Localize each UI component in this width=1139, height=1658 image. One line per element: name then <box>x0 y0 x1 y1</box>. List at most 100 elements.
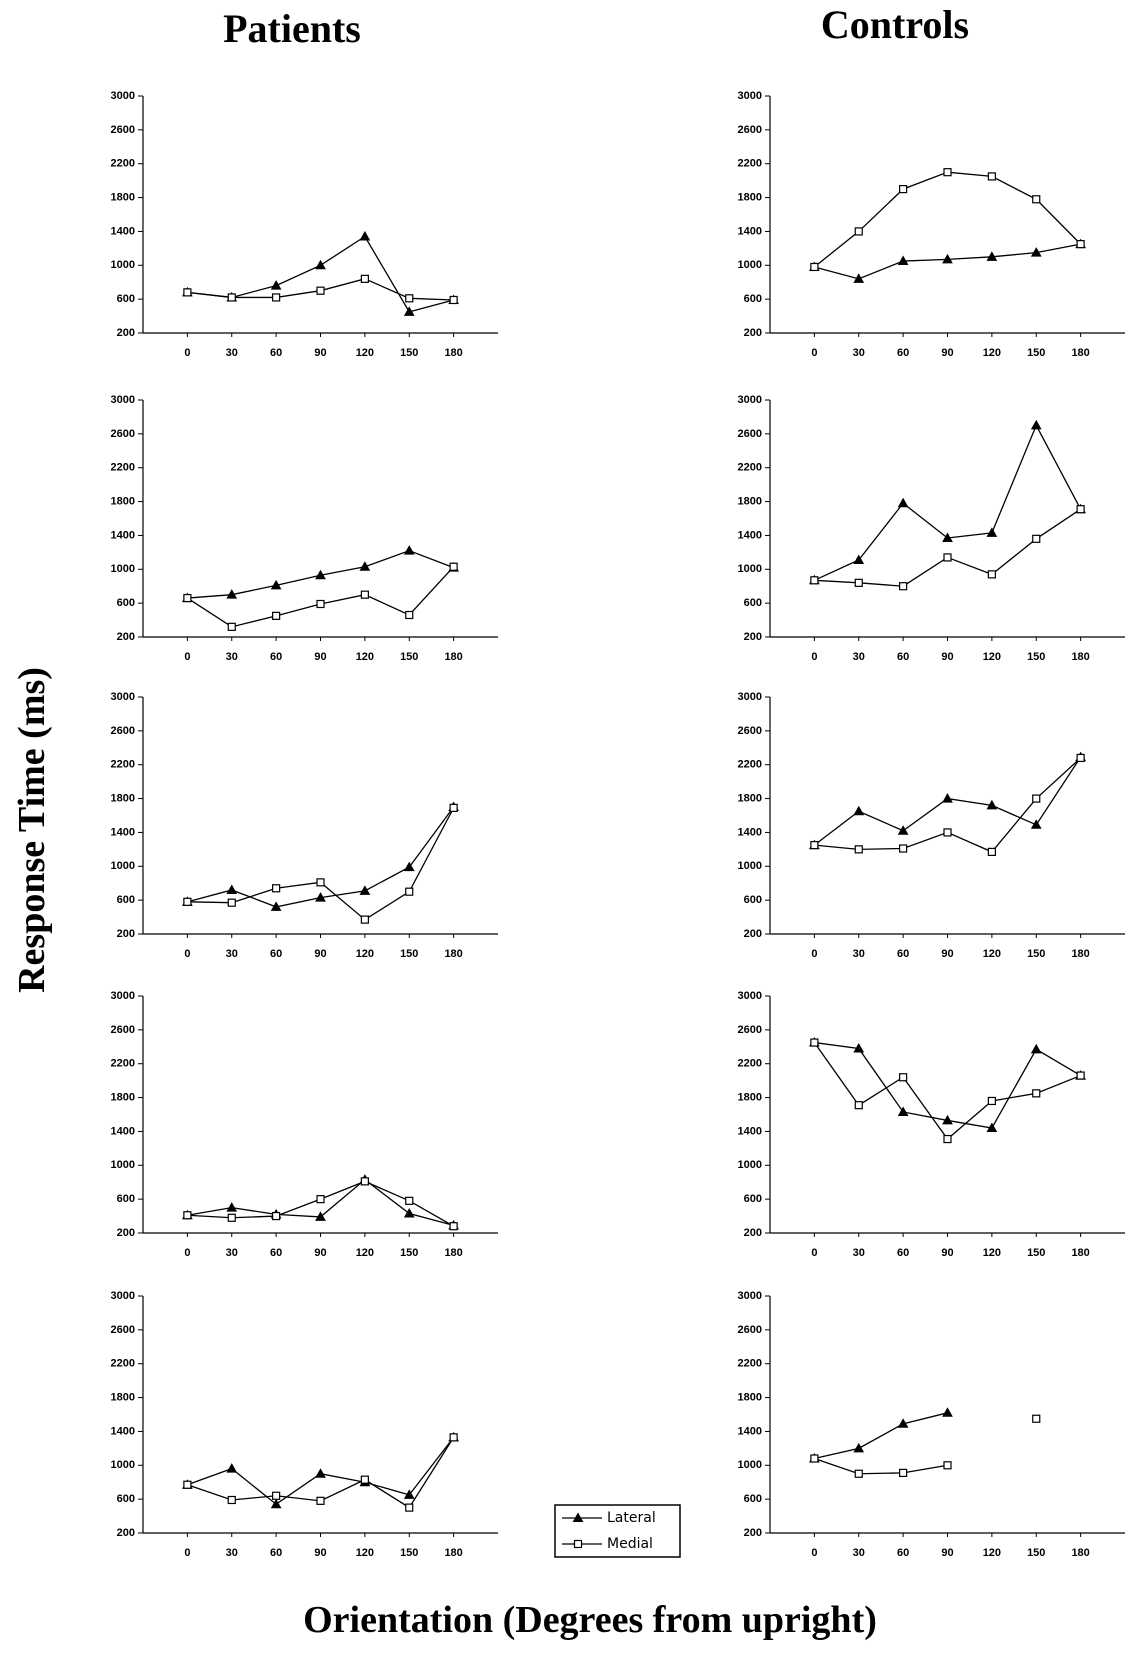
x-tick-label: 150 <box>1027 948 1045 960</box>
y-tick-label: 1400 <box>738 1125 762 1137</box>
y-tick-label: 200 <box>744 1227 762 1239</box>
y-tick-label: 3000 <box>111 90 135 102</box>
x-tick-label: 60 <box>897 347 909 359</box>
data-point <box>899 1107 908 1115</box>
y-tick-label: 200 <box>117 1527 135 1539</box>
y-tick-label: 1800 <box>738 1391 762 1403</box>
y-tick-label: 200 <box>744 631 762 643</box>
y-tick-label: 3000 <box>738 691 762 703</box>
x-tick-label: 90 <box>941 1247 953 1259</box>
x-tick-label: 60 <box>897 948 909 960</box>
y-tick-label: 1000 <box>111 860 135 872</box>
x-tick-label: 0 <box>184 1547 190 1559</box>
x-tick-label: 30 <box>226 651 238 663</box>
data-point <box>900 845 907 852</box>
legend-label: Medial <box>607 1536 653 1552</box>
data-point <box>811 1455 818 1462</box>
x-tick-label: 60 <box>270 948 282 960</box>
series-line <box>814 1419 1036 1474</box>
series-line <box>814 509 1080 586</box>
data-point <box>273 1492 280 1499</box>
y-tick-label: 1800 <box>738 1091 762 1103</box>
x-tick-label: 120 <box>356 1547 374 1559</box>
figure: Patients Controls Response Time (ms) Ori… <box>0 0 1139 1658</box>
data-point <box>1077 1072 1084 1079</box>
x-tick-label: 30 <box>226 1247 238 1259</box>
y-tick-label: 1400 <box>111 826 135 838</box>
data-point <box>811 263 818 270</box>
data-point <box>1032 820 1041 828</box>
y-tick-label: 600 <box>744 894 762 906</box>
y-tick-label: 600 <box>117 293 135 305</box>
y-tick-label: 1400 <box>111 1425 135 1437</box>
x-tick-label: 90 <box>941 347 953 359</box>
y-tick-label: 600 <box>117 1193 135 1205</box>
y-tick-label: 2600 <box>738 124 762 136</box>
x-tick-label: 30 <box>226 1547 238 1559</box>
y-tick-label: 1000 <box>738 1459 762 1471</box>
x-tick-label: 150 <box>1027 347 1045 359</box>
y-tick-label: 600 <box>117 1493 135 1505</box>
x-tick-label: 60 <box>270 651 282 663</box>
data-point <box>361 916 368 923</box>
y-tick-label: 2200 <box>738 158 762 170</box>
y-tick-label: 3000 <box>738 990 762 1002</box>
y-tick-label: 200 <box>117 327 135 339</box>
x-tick-label: 30 <box>853 948 865 960</box>
y-tick-label: 3000 <box>111 1290 135 1302</box>
page: {"titles": {"left": "Patients", "right":… <box>0 0 1139 1658</box>
data-point <box>317 1196 324 1203</box>
x-tick-label: 150 <box>1027 651 1045 663</box>
x-tick-label: 30 <box>226 948 238 960</box>
x-tick-label: 120 <box>356 347 374 359</box>
x-tick-label: 180 <box>1071 1547 1089 1559</box>
x-tick-label: 150 <box>400 948 418 960</box>
y-tick-label: 3000 <box>738 1290 762 1302</box>
y-tick-label: 2200 <box>111 1058 135 1070</box>
data-point <box>406 1197 413 1204</box>
data-point <box>272 281 281 289</box>
y-tick-label: 3000 <box>738 394 762 406</box>
data-point <box>227 885 236 893</box>
data-point <box>273 1213 280 1220</box>
x-tick-label: 60 <box>270 347 282 359</box>
y-tick-label: 600 <box>117 597 135 609</box>
y-tick-label: 2200 <box>738 759 762 771</box>
y-tick-label: 1400 <box>111 529 135 541</box>
y-tick-label: 2600 <box>111 725 135 737</box>
series-line <box>814 1043 1080 1139</box>
y-tick-label: 1000 <box>111 1159 135 1171</box>
column-title: Patients <box>223 6 361 51</box>
series-line <box>187 807 453 907</box>
y-tick-label: 1000 <box>111 1459 135 1471</box>
data-point <box>854 807 863 815</box>
y-tick-label: 1000 <box>111 563 135 575</box>
data-point <box>317 287 324 294</box>
x-tick-label: 90 <box>314 1247 326 1259</box>
y-tick-label: 1000 <box>738 259 762 271</box>
data-point <box>361 1178 368 1185</box>
data-point <box>943 794 952 802</box>
x-tick-label: 90 <box>941 651 953 663</box>
y-tick-label: 1400 <box>738 1425 762 1437</box>
data-point <box>899 826 908 834</box>
x-tick-label: 60 <box>897 1547 909 1559</box>
x-tick-label: 150 <box>1027 1547 1045 1559</box>
data-point <box>406 295 413 302</box>
y-tick-label: 1800 <box>738 495 762 507</box>
data-point <box>184 595 191 602</box>
data-point <box>1033 1415 1040 1422</box>
x-tick-label: 60 <box>897 651 909 663</box>
y-tick-label: 3000 <box>111 394 135 406</box>
data-point <box>1033 1090 1040 1097</box>
y-tick-label: 200 <box>744 928 762 940</box>
x-axis-label: Orientation (Degrees from upright) <box>303 1599 877 1641</box>
data-point <box>361 275 368 282</box>
y-tick-label: 3000 <box>111 691 135 703</box>
x-tick-label: 150 <box>400 347 418 359</box>
data-point <box>987 528 996 536</box>
y-axis-label: Response Time (ms) <box>11 667 53 993</box>
y-tick-label: 2600 <box>738 725 762 737</box>
y-tick-label: 2200 <box>111 759 135 771</box>
y-tick-label: 200 <box>744 327 762 339</box>
